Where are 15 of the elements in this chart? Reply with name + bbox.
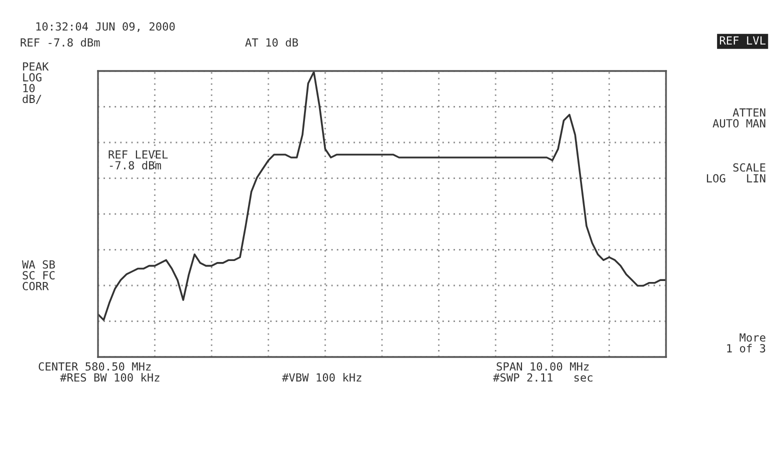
text: CENTER 580.50 MHz (38, 362, 151, 371)
text: #SWP 2.11 sec (493, 373, 592, 382)
text: PEAK LOG 10 dB/ (22, 62, 49, 104)
text: #RES BW 100 kHz (60, 373, 160, 382)
text: AT 10 dB (245, 38, 298, 47)
text: ATTEN AUTO MAN (712, 108, 766, 128)
text: REF -7.8 dBm (20, 38, 100, 47)
text: SCALE LOG LIN (706, 163, 766, 182)
text: #VBW 100 kHz (282, 373, 362, 382)
text: WA SB SC FC CORR (22, 260, 55, 290)
annotation: REF LEVEL -7.8 dBm (108, 150, 168, 170)
text: REF LVL (720, 36, 766, 44)
text: SPAN 10.00 MHz (496, 362, 589, 371)
text: More 1 of 3 (727, 333, 766, 352)
text: 10:32:04 JUN 09, 2000 (36, 22, 175, 32)
